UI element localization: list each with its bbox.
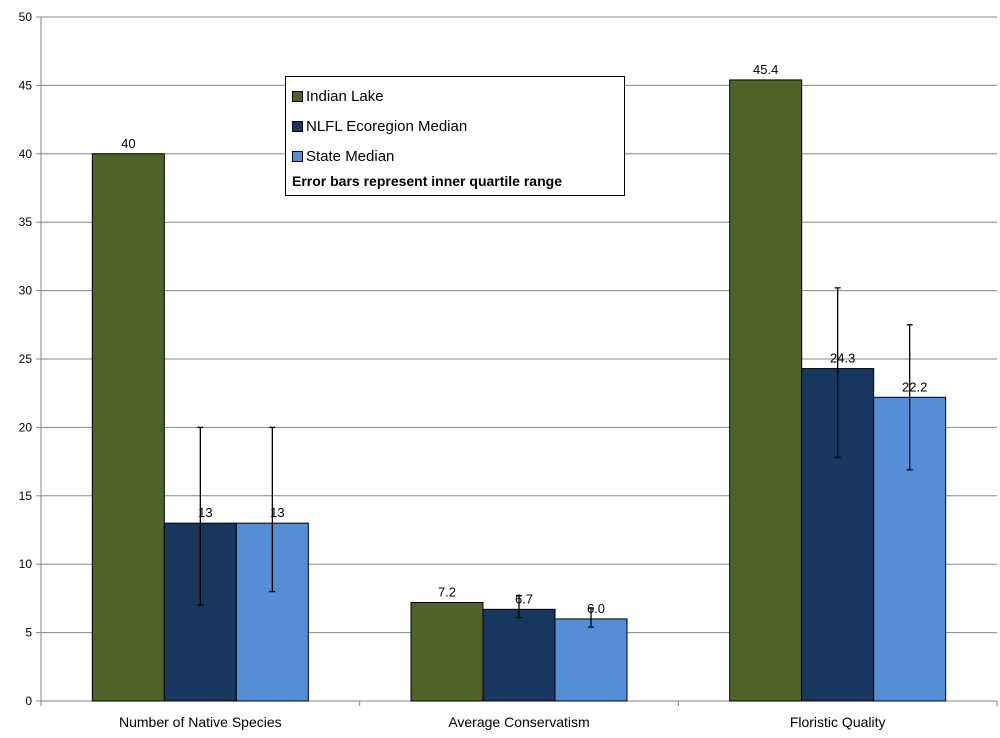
y-tick-label: 35	[19, 215, 33, 229]
y-tick-label: 20	[19, 420, 33, 434]
data-label: 45.4	[753, 62, 778, 77]
legend-item-ecoregion-median: NLFL Ecoregion Median	[292, 111, 624, 141]
data-label: 22.2	[902, 379, 927, 394]
y-tick-label: 30	[19, 284, 33, 298]
legend-error-bar-note: Error bars represent inner quartile rang…	[292, 173, 562, 189]
data-label: 6.7	[515, 591, 533, 606]
y-tick-label: 10	[19, 557, 33, 571]
bar-indian-lake	[91, 153, 165, 702]
y-tick-label: 5	[25, 626, 32, 640]
bar-indian-lake	[729, 79, 803, 702]
legend-swatch-state-median	[292, 150, 303, 162]
legend-item-indian-lake: Indian Lake	[292, 81, 624, 111]
data-label: 6.0	[587, 601, 605, 616]
x-category-label: Average Conservatism	[448, 714, 589, 730]
legend-label-ecoregion-median: NLFL Ecoregion Median	[306, 117, 468, 135]
data-label: 24.3	[830, 351, 855, 366]
bar-state-median	[554, 618, 628, 702]
data-label: 13	[198, 505, 212, 520]
y-tick-label: 15	[19, 489, 33, 503]
bar-nlfl-ecoregion-median	[482, 608, 556, 702]
legend: Indian Lake NLFL Ecoregion Median State …	[285, 76, 625, 196]
y-tick-label: 45	[19, 78, 33, 92]
y-tick-label: 0	[25, 694, 32, 708]
legend-swatch-indian-lake	[292, 90, 303, 102]
x-category-label: Floristic Quality	[790, 714, 886, 730]
legend-label-state-median: State Median	[306, 147, 395, 165]
y-tick-label: 25	[19, 352, 33, 366]
y-tick-label: 50	[19, 10, 33, 24]
data-label: 7.2	[438, 585, 456, 600]
legend-item-state-median: State Median	[292, 141, 624, 171]
legend-swatch-ecoregion-median	[292, 120, 303, 132]
legend-label-indian-lake: Indian Lake	[306, 87, 384, 105]
x-category-label: Number of Native Species	[119, 714, 282, 730]
y-tick-label: 40	[19, 147, 33, 161]
data-label: 13	[270, 505, 284, 520]
bar-indian-lake	[410, 602, 484, 702]
data-label: 40	[121, 136, 135, 151]
